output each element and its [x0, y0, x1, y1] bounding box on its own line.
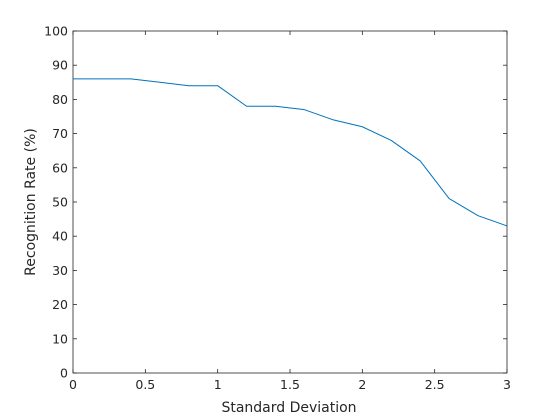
- y-tick-label: 40: [52, 229, 68, 244]
- plot-area-frame: [72, 30, 508, 374]
- y-tick-label: 0: [60, 366, 68, 381]
- x-axis-title: Standard Deviation: [221, 400, 356, 416]
- y-tick-label: 10: [52, 331, 68, 346]
- x-tick-label: 3: [503, 377, 511, 392]
- y-tick-label: 70: [52, 126, 68, 141]
- x-tick-label: 0.5: [135, 377, 155, 392]
- x-tick-label: 1.5: [280, 377, 300, 392]
- y-tick-label: 30: [52, 263, 68, 278]
- y-tick-label: 60: [52, 160, 68, 175]
- y-tick-label: 20: [52, 297, 68, 312]
- x-tick-label: 2: [358, 377, 366, 392]
- y-axis-title: Recognition Rate (%): [23, 128, 39, 276]
- y-tick-label: 90: [52, 58, 68, 73]
- series-line: [73, 78, 508, 227]
- x-tick-label: 0: [69, 377, 77, 392]
- y-tick-label: 50: [52, 195, 68, 210]
- y-tick-label: 80: [52, 92, 68, 107]
- y-tick-label: 100: [44, 24, 68, 39]
- x-tick-label: 2.5: [425, 377, 445, 392]
- x-tick-label: 1: [214, 377, 222, 392]
